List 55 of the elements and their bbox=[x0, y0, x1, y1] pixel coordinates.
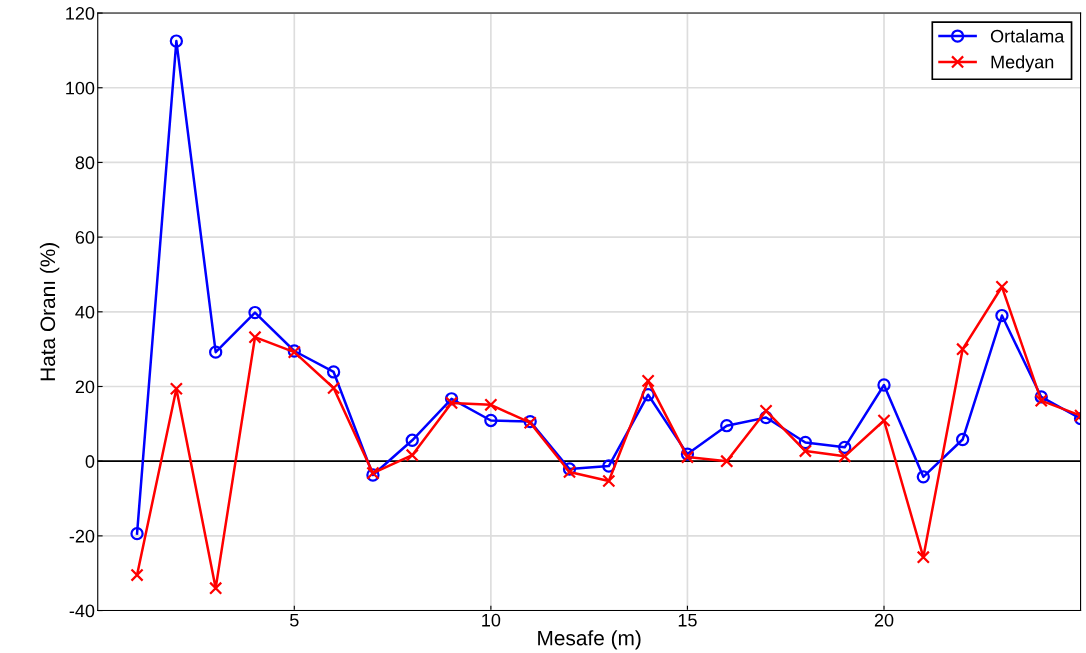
point bbox=[916, 550, 930, 564]
y-tick-label: 100 bbox=[66, 81, 95, 95]
point bbox=[1034, 390, 1048, 404]
point bbox=[444, 396, 459, 410]
point bbox=[326, 365, 341, 379]
point bbox=[838, 440, 852, 455]
legend-label: Ortalama bbox=[990, 29, 1065, 43]
point bbox=[602, 474, 616, 488]
point bbox=[955, 342, 970, 356]
point bbox=[798, 435, 813, 450]
point bbox=[720, 419, 734, 433]
point bbox=[877, 378, 891, 392]
point bbox=[798, 444, 813, 458]
point bbox=[248, 330, 262, 344]
point bbox=[209, 345, 223, 359]
y-tick-label: 60 bbox=[75, 231, 95, 244]
point bbox=[955, 432, 970, 447]
point bbox=[484, 398, 498, 412]
x-tick-label: 20 bbox=[874, 613, 894, 627]
point bbox=[444, 392, 459, 406]
y-tick-label: -20 bbox=[69, 529, 95, 543]
x-axis-title: Mesafe (m) bbox=[538, 630, 641, 650]
point bbox=[130, 568, 144, 582]
point bbox=[838, 449, 852, 463]
point bbox=[641, 388, 655, 402]
x-tick-label: 5 bbox=[290, 614, 299, 627]
x-tick-label: 15 bbox=[678, 614, 697, 627]
point bbox=[995, 280, 1009, 294]
point bbox=[759, 410, 773, 425]
point bbox=[209, 581, 223, 595]
point bbox=[602, 459, 616, 473]
point bbox=[405, 448, 419, 462]
point bbox=[169, 34, 184, 48]
point bbox=[484, 413, 498, 428]
point bbox=[169, 382, 184, 396]
point bbox=[641, 374, 655, 388]
legend-label: Medyan bbox=[991, 55, 1054, 72]
y-axis-title: Hata Oranı (%) bbox=[39, 243, 60, 381]
y-tick-label: 40 bbox=[75, 305, 95, 319]
y-tick-label: 20 bbox=[75, 380, 95, 394]
point bbox=[130, 526, 144, 541]
point bbox=[405, 433, 419, 447]
point bbox=[877, 413, 891, 428]
y-tick-label: 80 bbox=[75, 156, 95, 170]
y-tick-label: -40 bbox=[69, 604, 95, 618]
point bbox=[326, 381, 341, 395]
point bbox=[720, 454, 734, 468]
point bbox=[995, 308, 1009, 323]
y-tick-label: 120 bbox=[66, 6, 95, 20]
point bbox=[916, 470, 930, 484]
point bbox=[248, 305, 262, 320]
point bbox=[759, 404, 773, 418]
y-tick-label: 0 bbox=[85, 455, 95, 468]
point bbox=[1034, 394, 1048, 408]
x-tick-label: 10 bbox=[482, 613, 501, 627]
